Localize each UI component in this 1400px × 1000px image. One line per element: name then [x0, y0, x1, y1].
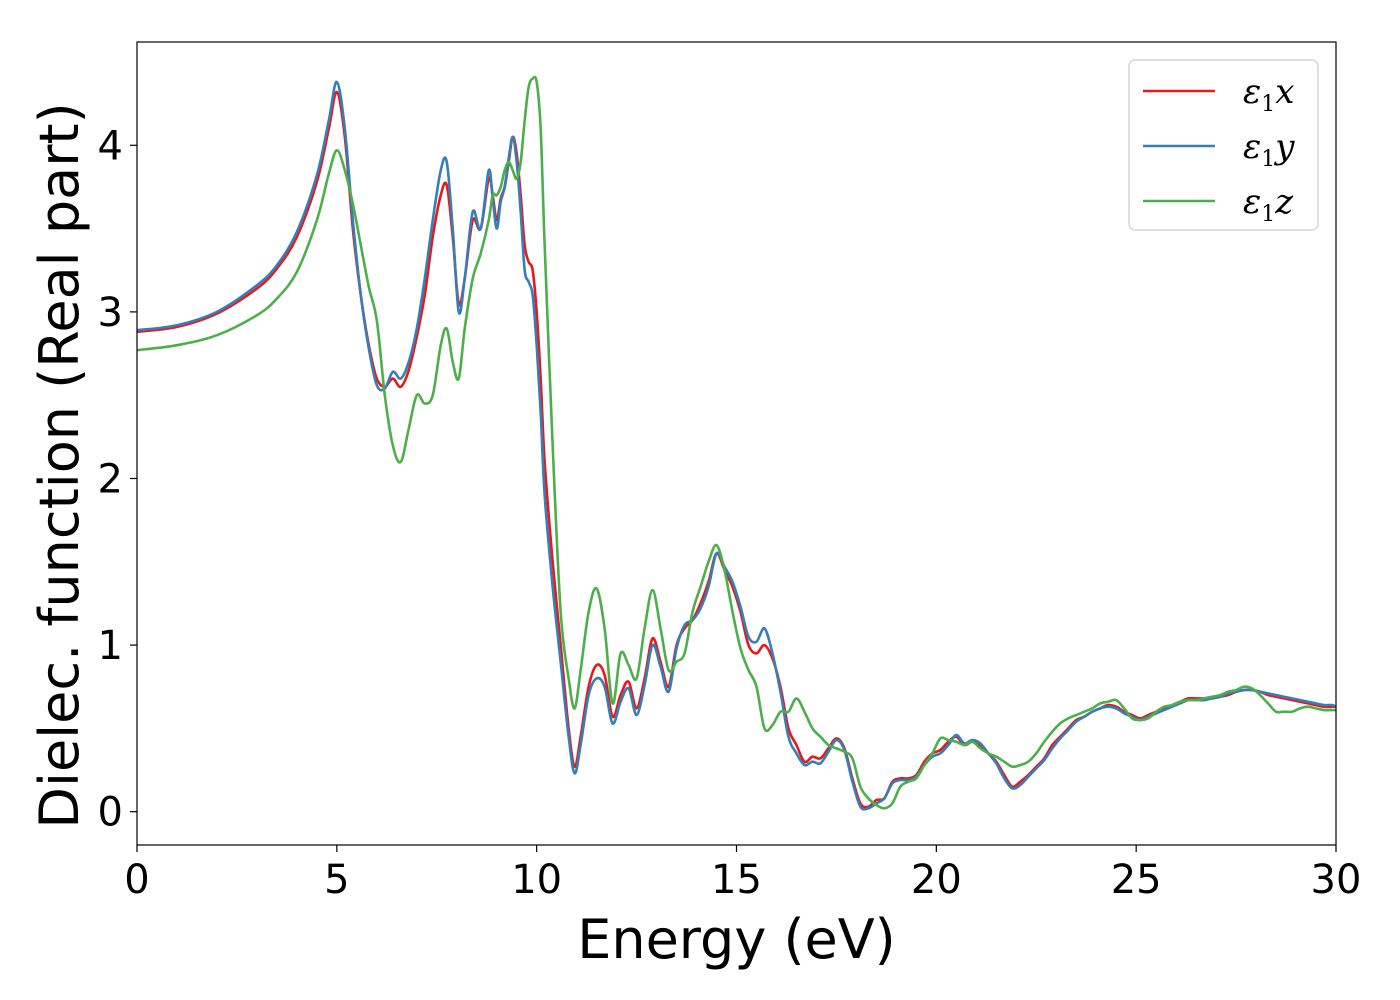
x-tick-label: 20 — [911, 857, 962, 903]
x-tick-label: 30 — [1311, 857, 1362, 903]
y-tick-label: 4 — [98, 123, 123, 169]
y-tick-label: 2 — [98, 456, 123, 502]
legend: ε1x ε1y ε1z — [1128, 59, 1319, 231]
y-tick-label: 0 — [98, 790, 123, 836]
series-layer — [137, 75, 1336, 811]
legend-label: ε1z — [1243, 182, 1294, 227]
series-line-y — [137, 80, 1336, 811]
y-tick-label: 3 — [98, 290, 123, 336]
y-tick-label: 1 — [98, 623, 123, 669]
legend-item-x: ε1x — [1143, 72, 1294, 117]
x-tick-label: 25 — [1111, 857, 1162, 903]
y-axis: 0 1 2 3 4 — [98, 123, 137, 836]
x-axis: 0 5 10 15 20 25 30 — [124, 845, 1361, 903]
x-tick-label: 10 — [511, 857, 562, 903]
legend-item-z: ε1z — [1143, 182, 1294, 227]
legend-label: ε1y — [1243, 127, 1295, 172]
legend-box — [1128, 59, 1319, 231]
legend-label: ε1x — [1243, 72, 1294, 117]
x-tick-label: 15 — [711, 857, 762, 903]
x-tick-label: 0 — [124, 857, 149, 903]
x-axis-title: Energy (eV) — [577, 908, 896, 971]
legend-item-y: ε1y — [1143, 127, 1295, 172]
series-line-z — [137, 75, 1336, 810]
x-tick-label: 5 — [324, 857, 349, 903]
y-axis-title: Dielec. function (Real part) — [28, 102, 91, 828]
